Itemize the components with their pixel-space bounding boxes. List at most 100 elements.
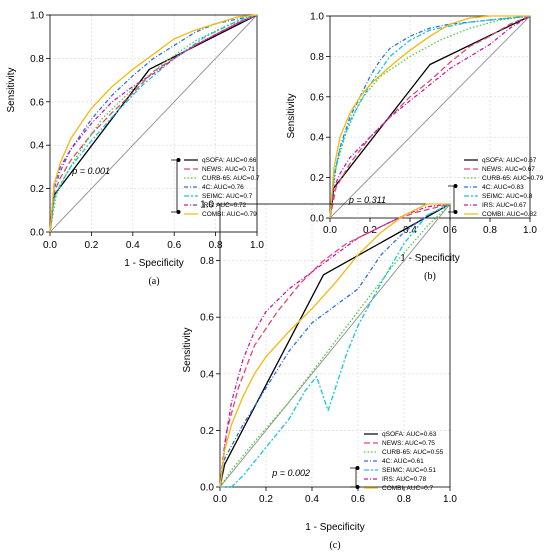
legend-label: COMBI: AUC=0.79 bbox=[202, 211, 257, 218]
legend-label: SEIMC: AUC=0.51 bbox=[382, 467, 436, 474]
roc-curve-combi bbox=[49, 14, 258, 233]
legend-label: CURB-65: AUC=0.55 bbox=[382, 449, 444, 456]
bracket-dot bbox=[176, 210, 181, 214]
roc-curve-curb-65 bbox=[49, 14, 258, 233]
legend-label: qSOFA: AUC=0.66 bbox=[202, 157, 257, 164]
chance-diagonal bbox=[49, 14, 258, 233]
roc-curve-news bbox=[329, 15, 531, 219]
legend: qSOFA: AUC=0.66 NEWS: AUC=0.71 CURB-65: AU… bbox=[184, 157, 260, 218]
y-tick-label: 0.6 bbox=[310, 92, 324, 103]
y-tick-label: 0.4 bbox=[200, 369, 214, 380]
roc-curve-irs bbox=[219, 203, 451, 488]
roc-curve-irs bbox=[49, 14, 258, 233]
y-axis-label-c: Sensitivity bbox=[182, 327, 193, 372]
chance-diagonal bbox=[329, 15, 531, 219]
bracket-dot bbox=[176, 158, 181, 162]
comparison-bracket bbox=[171, 159, 178, 213]
y-tick-label: 1.0 bbox=[200, 200, 214, 211]
y-tick-label: 0.2 bbox=[30, 184, 44, 195]
panel-caption-c: (c) bbox=[329, 540, 340, 551]
x-tick-label: 0.0 bbox=[43, 240, 57, 251]
roc-panel-a: Sensitivity 1 - Specificity (a) 0.0 0.2 0.… bbox=[6, 11, 264, 288]
y-tick-label: 0.2 bbox=[200, 426, 214, 437]
legend-label: CURB-65: AUC=0.7 bbox=[202, 175, 260, 182]
legend: qSOFA: AUC=0.63 NEWS: AUC=0.75 CURB-65: AU… bbox=[364, 431, 444, 492]
y-tick-label: 0.4 bbox=[30, 141, 44, 152]
legend-label: IRS: AUC=0.72 bbox=[202, 202, 247, 209]
roc-curve-curb-65 bbox=[219, 203, 451, 488]
roc-curve-irs bbox=[329, 15, 531, 219]
legend: qSOFA: AUC=0.67 NEWS: AUC=0.67 CURB-65: AU… bbox=[464, 157, 544, 218]
legend-label: COMBI: AUC=0.82 bbox=[482, 211, 537, 218]
roc-curve-combi bbox=[219, 203, 450, 488]
legend-label: NEWS: AUC=0.71 bbox=[202, 166, 255, 173]
legend-label: COMBI: AUC=0.7 bbox=[382, 485, 433, 492]
y-tick-label: 0.0 bbox=[30, 228, 44, 239]
legend-label: IRS: AUC=0.78 bbox=[382, 476, 427, 483]
bracket-dot bbox=[355, 485, 360, 489]
bracket-dot bbox=[453, 184, 458, 188]
plot-frame bbox=[329, 15, 531, 219]
y-tick-label: 0.0 bbox=[310, 214, 324, 225]
y-tick-label: 1.0 bbox=[30, 11, 44, 22]
roc-curve-seimc bbox=[329, 15, 531, 219]
x-tick-label: 1.0 bbox=[523, 225, 537, 236]
x-tick-label: 0.4 bbox=[126, 240, 140, 251]
p-value-annotation: p = 0.001 bbox=[71, 166, 110, 176]
x-axis-label-c: 1 - Specificity bbox=[305, 522, 364, 533]
y-tick-label: 0.8 bbox=[200, 256, 214, 267]
p-value-annotation: p = 0.002 bbox=[271, 468, 310, 478]
roc-panel-b: Sensitivity 1 - Specificity (b) 0.0 0.2 0.… bbox=[286, 12, 544, 283]
roc-curve-seimc bbox=[220, 203, 451, 488]
x-axis-label-b: 1 - Specificity bbox=[400, 253, 459, 264]
y-tick-label: 0.6 bbox=[200, 313, 214, 324]
y-tick-label: 0.0 bbox=[200, 483, 214, 494]
roc-curve-combi bbox=[329, 15, 530, 219]
y-axis-label-b: Sensitivity bbox=[286, 93, 297, 138]
legend-label: 4C: AUC=0.76 bbox=[202, 184, 244, 191]
x-tick-label: 1.0 bbox=[443, 494, 457, 505]
roc-curve-4c bbox=[219, 203, 451, 488]
x-tick-label: 0.2 bbox=[259, 494, 273, 505]
bracket-dot bbox=[355, 466, 360, 470]
roc-curve-news bbox=[49, 14, 258, 233]
legend-label: SEIMC: AUC=0.8 bbox=[482, 193, 533, 200]
roc-curve-seimc bbox=[49, 14, 258, 233]
x-tick-label: 1.0 bbox=[250, 240, 264, 251]
x-tick-label: 0.2 bbox=[363, 225, 377, 236]
legend-label: CURB-65: AUC=0.79 bbox=[482, 175, 544, 182]
roc-panel-c: Sensitivity 1 - Specificity (c) 0.0 0.2 0.… bbox=[182, 200, 457, 552]
comparison-bracket bbox=[350, 467, 357, 488]
y-tick-label: 0.4 bbox=[310, 133, 324, 144]
legend-label: SEIMC: AUC=0.7 bbox=[202, 193, 253, 200]
comparison-bracket bbox=[448, 185, 455, 213]
y-tick-label: 0.8 bbox=[30, 54, 44, 65]
roc-curve-news bbox=[219, 203, 451, 488]
y-tick-label: 1.0 bbox=[310, 12, 324, 23]
x-tick-label: 0.0 bbox=[213, 494, 227, 505]
legend-label: IRS: AUC=0.67 bbox=[482, 202, 527, 209]
legend-label: 4C: AUC=0.61 bbox=[382, 458, 424, 465]
y-tick-label: 0.2 bbox=[310, 173, 324, 184]
chance-diagonal bbox=[219, 203, 451, 488]
x-tick-label: 0.6 bbox=[351, 494, 365, 505]
legend-label: NEWS: AUC=0.67 bbox=[482, 166, 535, 173]
x-tick-label: 0.2 bbox=[84, 240, 98, 251]
x-tick-label: 0.0 bbox=[323, 225, 337, 236]
x-tick-label: 0.8 bbox=[209, 240, 223, 251]
panel-caption-b: (b) bbox=[424, 271, 436, 282]
y-tick-label: 0.8 bbox=[310, 52, 324, 63]
x-tick-label: 0.6 bbox=[167, 240, 181, 251]
x-axis-label-a: 1 - Specificity bbox=[124, 258, 183, 269]
panel-caption-a: (a) bbox=[148, 276, 159, 287]
x-tick-label: 0.8 bbox=[483, 225, 497, 236]
legend-label: NEWS: AUC=0.75 bbox=[382, 440, 435, 447]
x-tick-label: 0.4 bbox=[403, 225, 417, 236]
bracket-dot bbox=[453, 210, 458, 214]
plot-frame bbox=[219, 203, 451, 488]
legend-label: 4C: AUC=0.83 bbox=[482, 184, 524, 191]
plot-frame bbox=[49, 14, 258, 233]
x-tick-label: 0.4 bbox=[305, 494, 319, 505]
p-value-annotation: p = 0.311 bbox=[348, 195, 386, 205]
